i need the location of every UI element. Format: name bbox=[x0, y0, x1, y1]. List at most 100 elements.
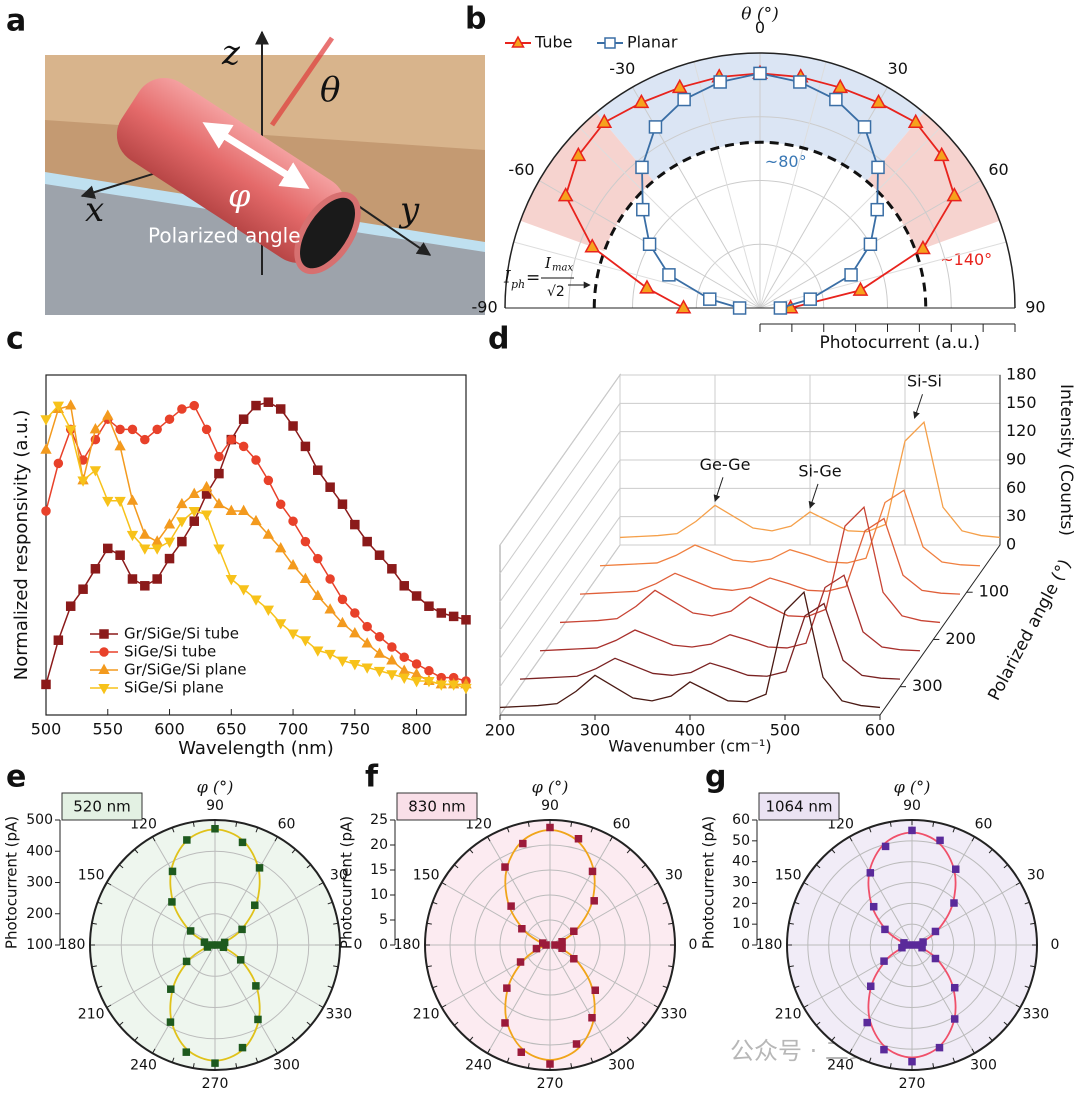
x-tick-label: 500 bbox=[31, 720, 62, 739]
frame-tick bbox=[453, 1021, 459, 1026]
marker bbox=[299, 636, 312, 647]
panel-letter: g bbox=[705, 760, 726, 795]
marker bbox=[950, 899, 958, 907]
marker bbox=[225, 575, 237, 586]
marker bbox=[263, 475, 274, 486]
marker bbox=[312, 646, 324, 657]
marker bbox=[362, 536, 372, 547]
r-tick-label: 20 bbox=[370, 837, 388, 853]
marker bbox=[584, 238, 601, 253]
wavelength-label: 830 nm bbox=[408, 798, 466, 816]
spoke bbox=[911, 944, 1021, 1008]
marker bbox=[263, 397, 274, 407]
marker bbox=[349, 660, 361, 671]
marker bbox=[251, 455, 261, 465]
spectrum bbox=[619, 420, 1001, 539]
marker bbox=[211, 825, 219, 833]
marker bbox=[863, 237, 878, 251]
marker bbox=[41, 679, 51, 690]
formula-den: √2 bbox=[547, 284, 565, 300]
frame-tick bbox=[97, 901, 103, 905]
depth-tick-label: 300 bbox=[912, 676, 943, 695]
spoke bbox=[513, 241, 761, 309]
marker bbox=[732, 301, 747, 315]
marker bbox=[287, 559, 299, 570]
frame-tick bbox=[192, 821, 195, 827]
marker bbox=[881, 925, 889, 934]
angle-tick-label: 330 bbox=[660, 1007, 687, 1023]
marker bbox=[373, 647, 386, 658]
frame-tick bbox=[849, 836, 853, 842]
marker bbox=[255, 864, 264, 872]
marker bbox=[546, 1060, 554, 1068]
legend-label: SiGe/Si plane bbox=[124, 679, 224, 697]
panel-letter: b bbox=[465, 2, 486, 37]
angle-tick-label: 300 bbox=[970, 1057, 997, 1073]
frame-tick bbox=[487, 836, 491, 842]
z-tick-label: 120 bbox=[1006, 421, 1037, 440]
marker bbox=[288, 421, 298, 431]
marker bbox=[374, 550, 385, 560]
frame-tick bbox=[932, 1063, 935, 1069]
marker bbox=[933, 146, 950, 162]
marker bbox=[254, 1015, 262, 1024]
frame-tick bbox=[235, 821, 238, 827]
label-x: x bbox=[85, 190, 104, 230]
marker bbox=[387, 642, 397, 652]
angle-axis-label: φ (°) bbox=[532, 778, 569, 797]
legend-label: Planar bbox=[627, 33, 678, 52]
marker bbox=[103, 543, 113, 554]
peak-label: Ge-Ge bbox=[700, 455, 751, 474]
frame-tick bbox=[662, 901, 668, 905]
marker bbox=[89, 466, 102, 477]
marker bbox=[570, 927, 578, 935]
marker bbox=[176, 517, 188, 528]
peak-arrow bbox=[808, 483, 819, 509]
marker bbox=[186, 927, 195, 935]
frame-tick bbox=[988, 1036, 993, 1042]
angle-tick-label: 90 bbox=[1025, 298, 1045, 317]
frame-tick bbox=[106, 1004, 112, 1008]
frame-tick bbox=[788, 922, 794, 925]
spoke bbox=[849, 944, 913, 1054]
marker bbox=[931, 927, 940, 936]
marker bbox=[570, 955, 578, 963]
panel-letter: c bbox=[6, 322, 24, 357]
panel-a: a z θ x y φ Polarized angle bbox=[6, 4, 485, 315]
z-tick-label: 180 bbox=[1006, 365, 1037, 384]
z-tick-label: 0 bbox=[1006, 535, 1016, 554]
marker bbox=[188, 507, 200, 518]
marker bbox=[773, 301, 788, 315]
marker bbox=[126, 494, 139, 505]
frame-tick bbox=[831, 848, 836, 854]
r-tick-label: 200 bbox=[26, 906, 53, 922]
x-tick-label: 700 bbox=[278, 720, 309, 739]
frame-tick bbox=[426, 965, 432, 968]
marker bbox=[424, 601, 434, 611]
spoke bbox=[759, 61, 827, 309]
marker bbox=[189, 516, 199, 526]
legend-label: Gr/SiGe/Si plane bbox=[124, 661, 247, 679]
marker bbox=[857, 120, 872, 134]
frame-tick bbox=[889, 1063, 892, 1069]
frame-tick bbox=[971, 1048, 975, 1054]
marker bbox=[557, 187, 574, 202]
marker bbox=[570, 146, 587, 162]
marker bbox=[572, 1040, 581, 1048]
angle-tick-label: 60 bbox=[975, 817, 993, 833]
angle-tick-label: 30 bbox=[665, 868, 683, 884]
marker bbox=[558, 938, 566, 946]
frame-tick bbox=[590, 827, 594, 833]
frame-tick bbox=[1015, 882, 1021, 886]
marker bbox=[633, 93, 650, 109]
spoke bbox=[693, 61, 761, 309]
x-tick-label: 300 bbox=[580, 721, 611, 740]
marker bbox=[336, 616, 349, 628]
r-tick-label: 40 bbox=[732, 854, 750, 870]
frame-tick bbox=[803, 882, 809, 886]
marker bbox=[325, 482, 335, 492]
marker bbox=[591, 986, 600, 995]
legend-label: Tube bbox=[534, 33, 572, 52]
marker bbox=[200, 510, 213, 521]
marker bbox=[870, 93, 887, 109]
